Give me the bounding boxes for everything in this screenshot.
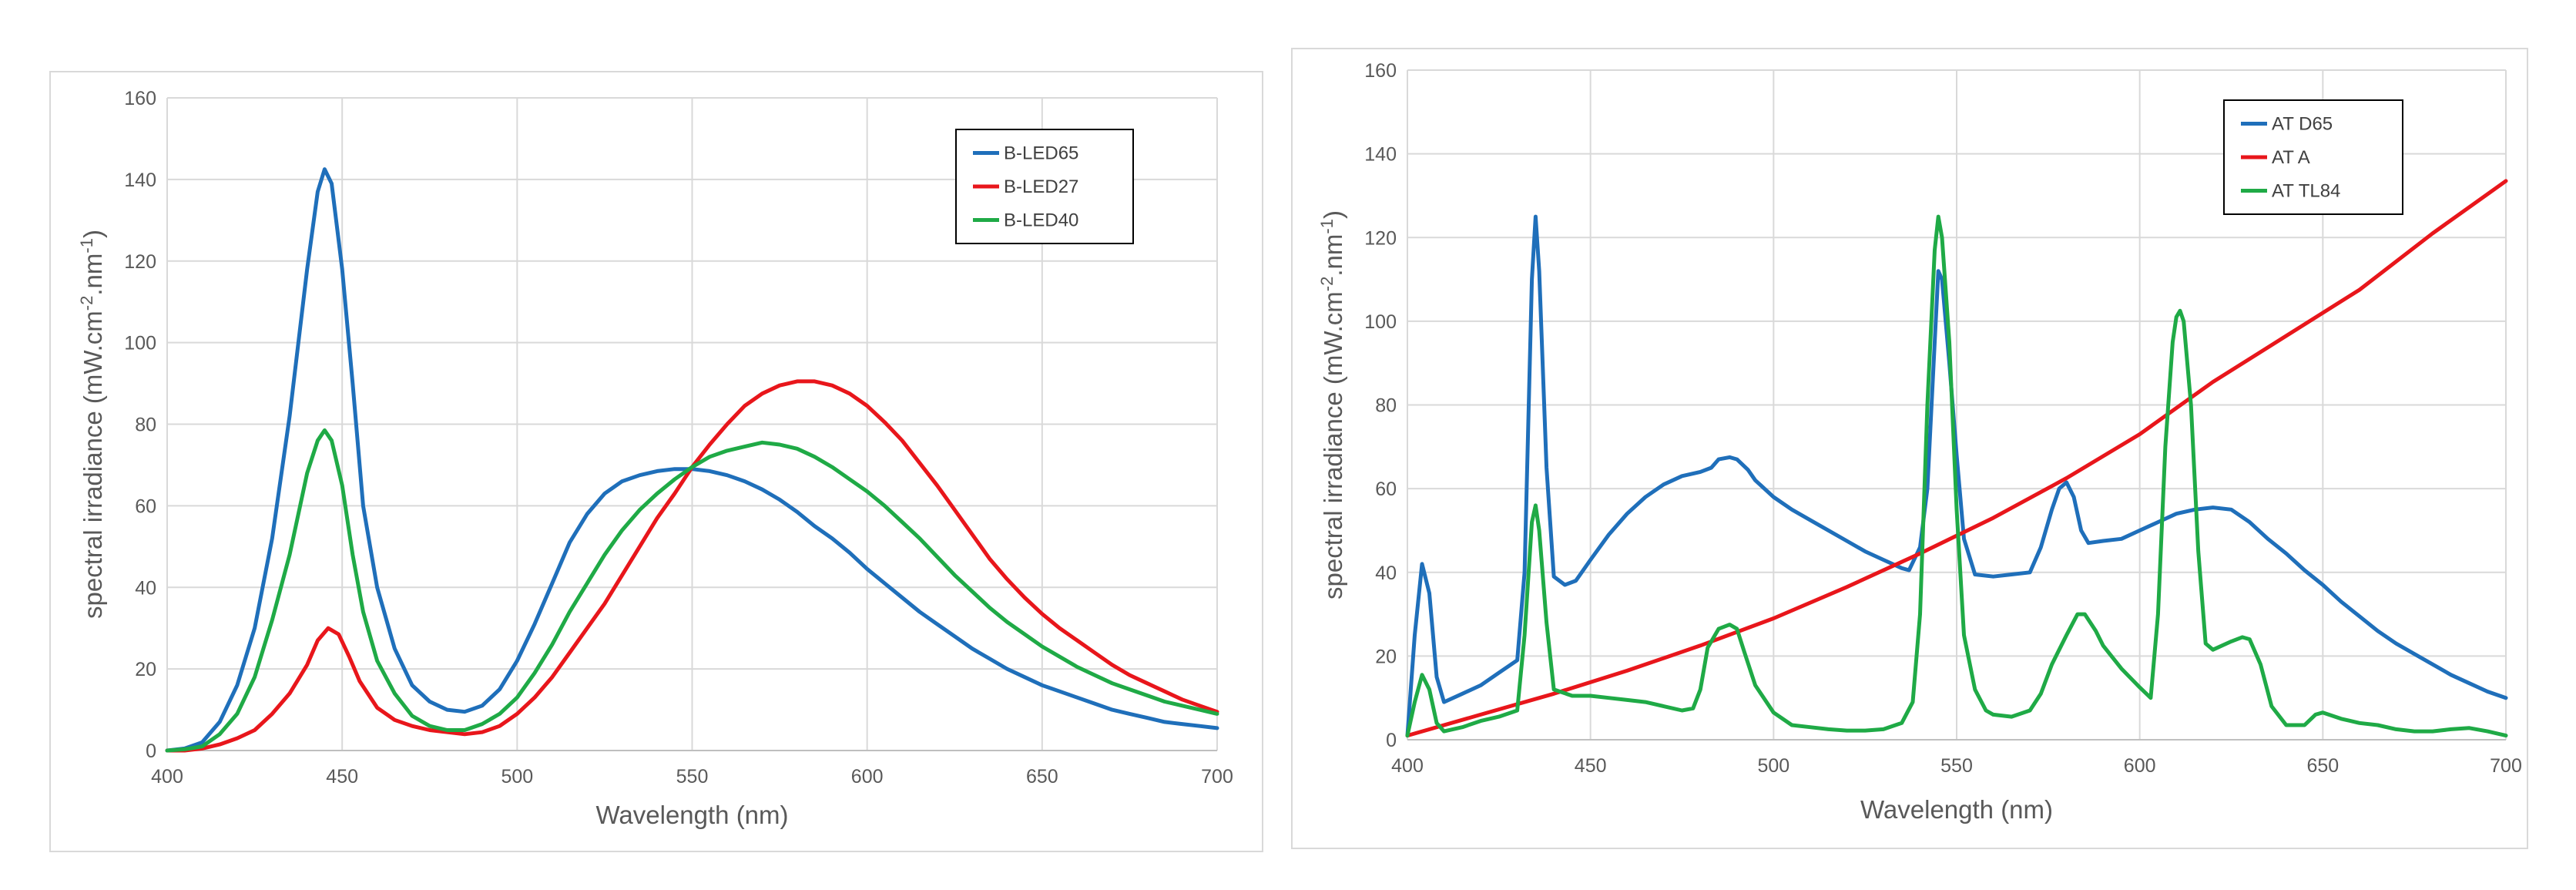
legend-label: B-LED65 — [1004, 143, 1078, 163]
y-tick-label: 0 — [1386, 730, 1397, 751]
series-line-b-led27 — [165, 379, 1219, 753]
x-tick-label: 500 — [501, 766, 533, 788]
x-tick-label: 700 — [2490, 755, 2522, 777]
x-tick-label: 650 — [1026, 766, 1058, 788]
y-axis-title: spectral irradiance (mW.cm-2.nm-1) — [77, 230, 107, 619]
y-tick-label: 100 — [124, 333, 156, 354]
y-tick-label: 140 — [1364, 144, 1397, 166]
legend-label: B-LED40 — [1004, 210, 1078, 231]
y-tick-label: 160 — [124, 88, 156, 109]
x-tick-label: 700 — [1201, 766, 1233, 788]
x-tick-label: 400 — [1391, 755, 1424, 777]
y-axis-title-part: ) — [1319, 210, 1347, 219]
y-tick-label: 60 — [1375, 479, 1397, 500]
x-tick-label: 450 — [326, 766, 358, 788]
y-axis-title-part: spectral irradiance (mW.cm — [1319, 291, 1347, 599]
y-tick-label: 40 — [135, 577, 156, 599]
y-tick-label: 20 — [135, 659, 156, 680]
y-axis-title-superscript: -1 — [1317, 219, 1337, 234]
y-tick-label: 120 — [1364, 227, 1397, 249]
y-axis-title-superscript: -2 — [1317, 277, 1337, 292]
y-tick-label: 140 — [124, 170, 156, 191]
legend-label: AT A — [2272, 147, 2310, 168]
series-line-b-led65 — [165, 167, 1219, 753]
x-tick-label: 650 — [2306, 755, 2339, 777]
x-axis-title: Wavelength (nm) — [1860, 795, 2053, 824]
x-axis-title: Wavelength (nm) — [595, 801, 788, 829]
y-axis-title-superscript: -2 — [77, 296, 96, 311]
y-tick-label: 60 — [135, 495, 156, 517]
y-tick-label: 0 — [146, 741, 156, 762]
x-tick-label: 450 — [1575, 755, 1607, 777]
y-axis-title-part: .nm — [79, 254, 107, 296]
y-axis-title-superscript: -1 — [77, 238, 96, 254]
legend-label: B-LED27 — [1004, 176, 1078, 197]
y-axis-title-part: .nm — [1319, 234, 1347, 277]
spectral-chart-right: 0 20 40 60 80 100 120 140 160 400 450 500 550 600 650 7… — [1317, 60, 2522, 824]
y-tick-label: 160 — [1364, 60, 1397, 82]
x-tick-label: 550 — [1940, 755, 1973, 777]
chart-panel-left: 0 20 40 60 80 100 120 140 160 400 450 500 550 600 650 7… — [49, 71, 1263, 852]
x-tick-label: 600 — [2124, 755, 2156, 777]
legend-label: AT TL84 — [2272, 181, 2340, 202]
y-axis-title: spectral irradiance (mW.cm-2.nm-1) — [1317, 210, 1347, 599]
legend-label: AT D65 — [2272, 113, 2333, 134]
y-axis-title-part: ) — [79, 230, 107, 238]
y-tick-label: 40 — [1375, 563, 1397, 584]
y-axis-title-part: spectral irradiance (mW.cm — [79, 311, 107, 619]
x-tick-label: 600 — [851, 766, 884, 788]
chart-panel-right: 0 20 40 60 80 100 120 140 160 400 450 500 550 600 650 7… — [1291, 48, 2528, 849]
y-tick-label: 80 — [1375, 395, 1397, 417]
y-tick-label: 20 — [1375, 646, 1397, 667]
x-tick-label: 500 — [1757, 755, 1789, 777]
x-tick-label: 550 — [676, 766, 709, 788]
y-tick-label: 80 — [135, 415, 156, 436]
series-line-at-tl84 — [1405, 214, 2508, 738]
y-tick-label: 120 — [124, 251, 156, 273]
x-tick-label: 400 — [151, 766, 183, 788]
spectral-chart-left: 0 20 40 60 80 100 120 140 160 400 450 500 550 600 650 7… — [77, 88, 1233, 829]
y-tick-label: 100 — [1364, 311, 1397, 333]
series-line-b-led40 — [165, 428, 1219, 753]
